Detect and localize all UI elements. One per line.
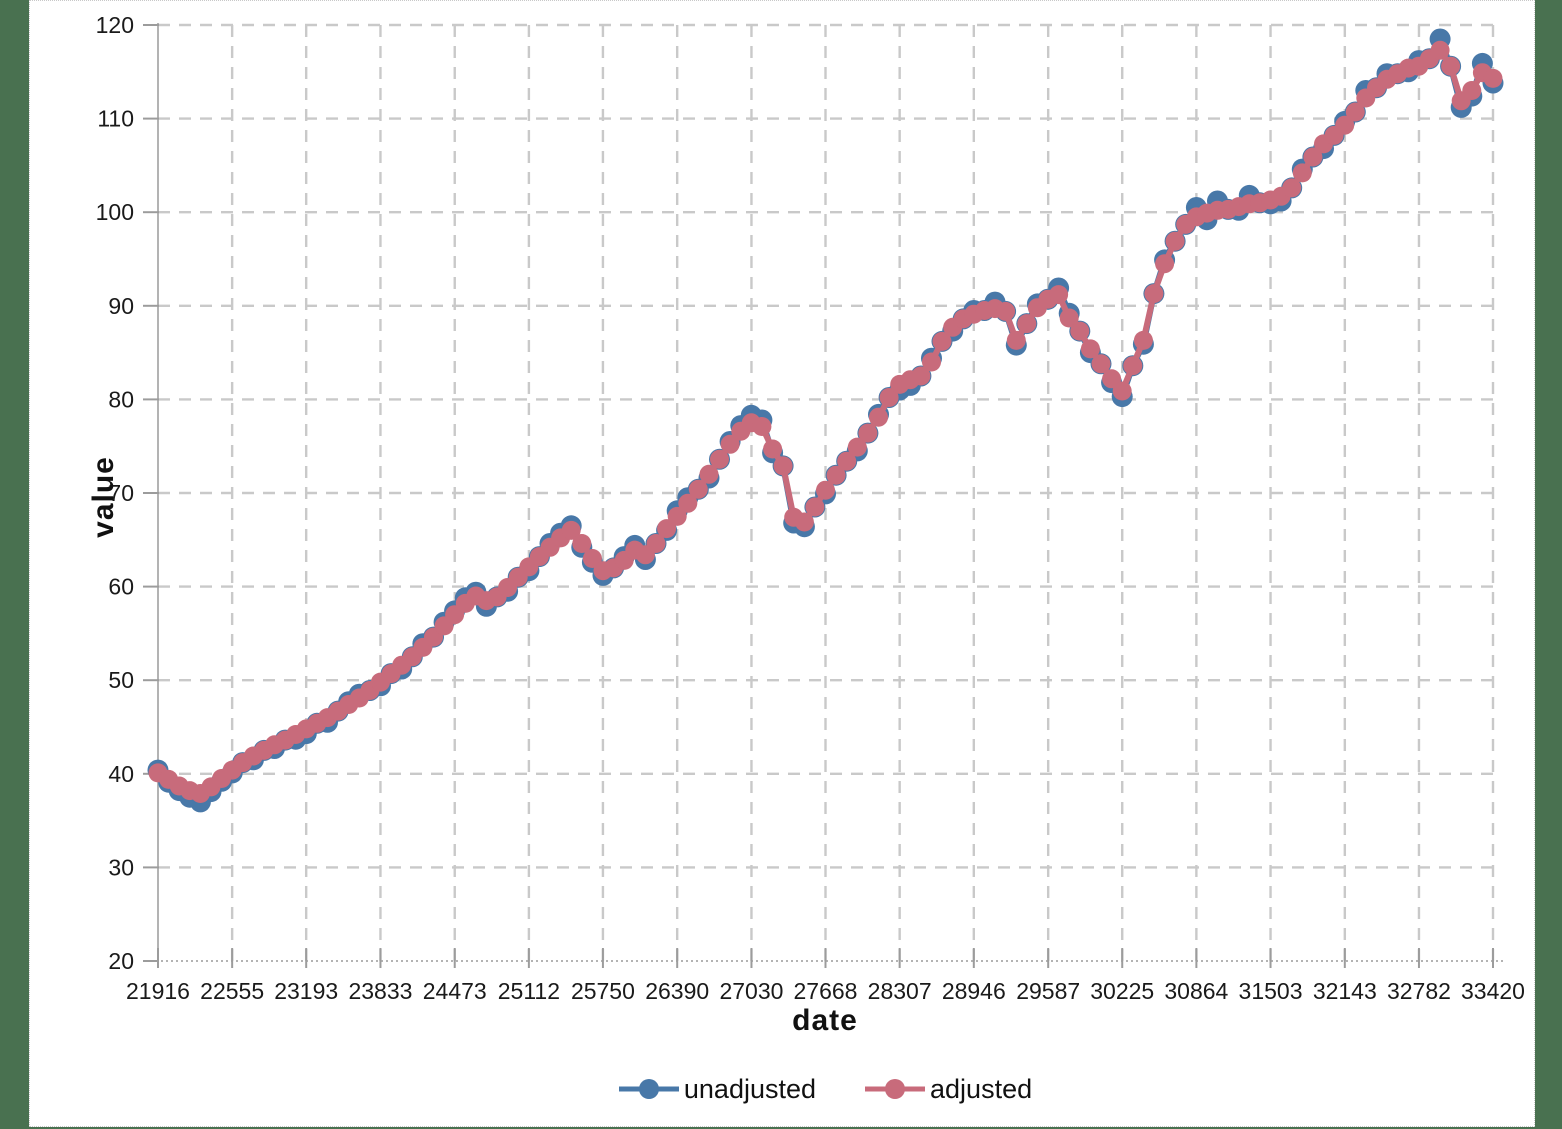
adjusted-series-marker-icon — [865, 1079, 926, 1099]
svg-text:25112: 25112 — [498, 978, 560, 1004]
line-chart-plot: 21916 22555 23193 23833 24473 25112 25750 26390… — [96, 12, 1525, 1004]
svg-text:50: 50 — [108, 667, 134, 693]
svg-text:80: 80 — [108, 386, 134, 412]
svg-text:28946: 28946 — [942, 978, 1006, 1004]
svg-text:27668: 27668 — [794, 978, 858, 1004]
svg-text:30864: 30864 — [1164, 978, 1228, 1004]
svg-text:23833: 23833 — [348, 978, 412, 1004]
svg-text:22555: 22555 — [200, 978, 264, 1004]
svg-text:40: 40 — [108, 761, 134, 787]
svg-text:20: 20 — [108, 948, 134, 974]
legend-label-unadjusted: unadjusted — [683, 1073, 817, 1104]
svg-text:28307: 28307 — [868, 978, 932, 1004]
svg-text:24473: 24473 — [423, 978, 487, 1004]
svg-text:60: 60 — [108, 574, 134, 600]
svg-text:100: 100 — [96, 199, 134, 225]
svg-text:23193: 23193 — [274, 978, 338, 1004]
svg-text:33420: 33420 — [1461, 978, 1525, 1004]
svg-text:26390: 26390 — [645, 978, 709, 1004]
svg-text:110: 110 — [97, 106, 134, 132]
svg-text:21916: 21916 — [126, 978, 190, 1004]
svg-text:70: 70 — [108, 480, 134, 506]
unadjusted-series-marker-icon — [618, 1079, 679, 1099]
x-tick-labels: 21916 22555 23193 23833 24473 25112 25750 26390… — [126, 978, 1525, 1004]
svg-text:90: 90 — [108, 293, 134, 319]
y-axis-title: value — [87, 456, 120, 538]
svg-text:29587: 29587 — [1016, 978, 1080, 1004]
svg-text:30: 30 — [108, 854, 134, 880]
legend-item-adjusted: adjusted — [864, 1074, 1032, 1105]
svg-text:120: 120 — [96, 12, 134, 38]
svg-text:30225: 30225 — [1090, 978, 1154, 1004]
series-adjusted — [148, 40, 1503, 803]
svg-text:32143: 32143 — [1313, 978, 1377, 1004]
gridlines — [158, 23, 1502, 961]
x-axis-title: date — [792, 1004, 858, 1037]
tick-marks — [143, 24, 1494, 968]
svg-text:27030: 27030 — [719, 978, 783, 1004]
y-tick-labels: 20 30 40 50 60 70 80 90 100 110 120 — [96, 12, 134, 974]
svg-text:31503: 31503 — [1239, 978, 1303, 1004]
svg-text:25750: 25750 — [571, 978, 635, 1004]
chart-canvas: 21916 22555 23193 23833 24473 25112 25750 26390… — [29, 0, 1535, 1127]
svg-text:32782: 32782 — [1387, 978, 1451, 1004]
legend: unadjusted adjusted — [90, 1067, 1560, 1111]
legend-item-unadjusted: unadjusted — [618, 1074, 816, 1105]
legend-label-adjusted: adjusted — [930, 1073, 1033, 1104]
